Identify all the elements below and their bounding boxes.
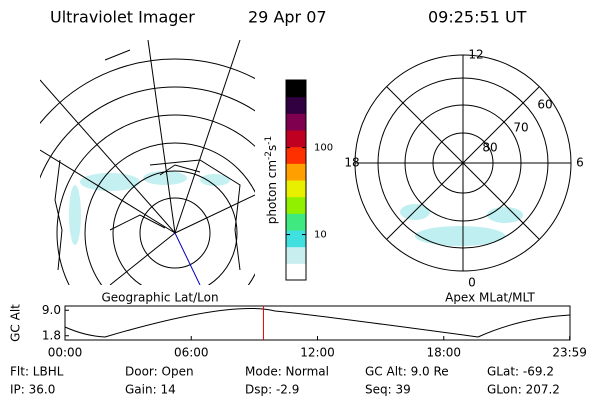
orbit-axes: 1.8 9.0 00:00 06:00 12:00 18:00 23:59 [42,303,587,360]
status-field: Gain: 14 [125,383,176,397]
lat-label: 60 [537,98,552,112]
color-step [286,113,306,131]
orbit-ylabel: GC Alt [9,304,23,342]
color-step [286,263,306,281]
colorbar-frame [285,79,307,281]
orbit-frame [64,305,571,341]
y-tick-label: 9.0 [42,303,61,317]
colorbar-label: photon cm-2s-1 [264,136,279,225]
status-field: Mode: Normal [245,365,329,379]
geo-map [40,40,255,285]
polar-map [400,204,523,246]
tick-label: 100 [314,143,333,154]
tick-label: 10 [314,230,327,241]
color-step [286,230,306,248]
color-step [286,130,306,148]
status-field: Door: Open [125,365,194,379]
title: Ultraviolet Imager [50,8,195,27]
mlt-label: 18 [344,156,359,170]
footer: Flt: LBHL IP: 36.0 Door: Open Gain: 14 Mode:… [10,365,560,397]
mlt-label: 6 [576,156,584,170]
status-field: IP: 36.0 [10,383,55,397]
colorbar: 10 100 [285,79,333,281]
polar-caption: Apex MLat/MLT [445,291,535,305]
color-step [286,180,306,198]
color-step [286,246,306,264]
x-tick-label: 23:59 [552,346,587,360]
status-field: GLon: 207.2 [487,383,560,397]
unit-exp: -1 [264,136,274,145]
unit: s [265,145,279,151]
aurora [400,204,523,246]
sun-line [174,232,201,285]
unit: photon cm [265,160,279,224]
color-step [286,146,306,164]
x-tick-label: 12:00 [300,346,335,360]
status-field: GC Alt: 9.0 Re [365,365,449,379]
mlt-label: 0 [468,276,476,290]
lat-label: 70 [513,121,528,135]
status-field: Flt: LBHL [10,365,64,379]
status-field: Dsp: -2.9 [245,383,299,397]
polar-grid [354,54,572,272]
status-field: Seq: 39 [365,383,411,397]
color-step [286,163,306,181]
x-tick-label: 18:00 [426,346,461,360]
color-step [286,80,306,98]
grid [40,40,255,285]
color-step [286,196,306,214]
color-step [286,96,306,114]
x-tick-label: 00:00 [48,346,83,360]
status-field: GLat: -69.2 [487,365,554,379]
date: 29 Apr 07 [248,8,327,27]
unit-exp: -2 [264,151,274,160]
lat-label: 80 [482,141,497,155]
color-step [286,213,306,231]
x-tick-label: 06:00 [174,346,209,360]
orbit-curve [64,307,571,338]
mlt-label: 12 [468,48,483,62]
time: 09:25:51 UT [428,8,527,27]
y-tick-label: 1.8 [42,328,61,342]
geo-caption: Geographic Lat/Lon [101,291,218,305]
